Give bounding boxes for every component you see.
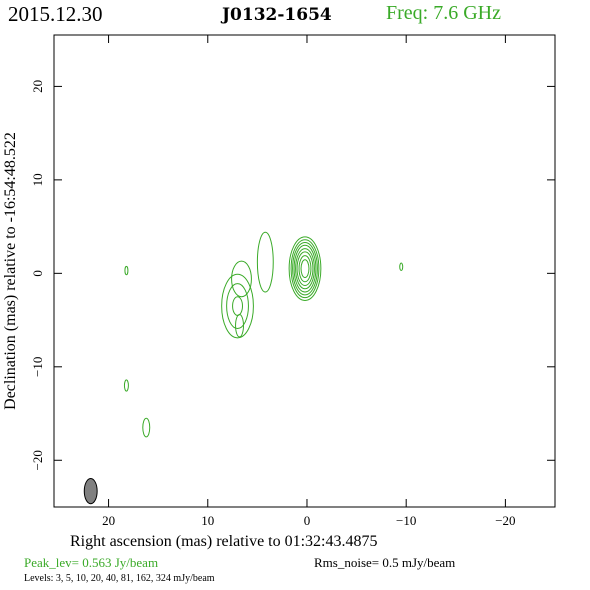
noise-contour bbox=[124, 265, 129, 276]
jet-contour bbox=[256, 231, 274, 293]
rms-noise: Rms_noise= 0.5 mJy/beam bbox=[314, 555, 456, 570]
jet-contour bbox=[231, 260, 252, 298]
y-tick-label: −20 bbox=[30, 450, 45, 470]
x-tick-label: −10 bbox=[396, 513, 416, 528]
source-name: J0132-1654 bbox=[222, 5, 332, 25]
y-tick-label: 0 bbox=[30, 270, 45, 277]
observation-date: 2015.12.30 bbox=[8, 2, 103, 26]
beam-ellipse bbox=[83, 477, 98, 505]
y-tick-label: 20 bbox=[30, 80, 45, 93]
jet-contour bbox=[221, 273, 254, 339]
tick-layer: 20 10 0 −10 −20 20 10 0 −10 −20 bbox=[30, 35, 555, 528]
jet-contour bbox=[232, 296, 243, 316]
peak-level: Peak_lev= 0.563 Jy/beam bbox=[24, 555, 159, 570]
noise-contour bbox=[123, 379, 129, 392]
x-tick-label: 0 bbox=[304, 513, 311, 528]
contour-levels: Levels: 3, 5, 10, 20, 40, 81, 162, 324 m… bbox=[24, 573, 215, 584]
plot-frame bbox=[53, 34, 556, 508]
noise-contour bbox=[142, 417, 151, 438]
core-contour bbox=[293, 244, 317, 293]
contour-layer bbox=[123, 231, 404, 438]
noise-contour bbox=[399, 262, 404, 272]
jet-contour bbox=[235, 313, 244, 338]
x-tick-label: −20 bbox=[495, 513, 515, 528]
core-contour bbox=[288, 236, 322, 301]
y-tick-label: 10 bbox=[30, 173, 45, 186]
core-contour bbox=[292, 241, 318, 296]
core-contour bbox=[296, 251, 314, 286]
x-tick-label: 20 bbox=[102, 513, 115, 528]
core-contour bbox=[300, 259, 310, 279]
x-axis-label: Right ascension (mas) relative to 01:32:… bbox=[70, 533, 378, 550]
x-tick-label: 10 bbox=[201, 513, 214, 528]
y-axis-label: Declination (mas) relative to -16:54:48.… bbox=[2, 132, 19, 410]
frequency-label: Freq: 7.6 GHz bbox=[386, 2, 501, 24]
core-contour bbox=[295, 248, 315, 290]
core-contour bbox=[298, 255, 312, 283]
jet-contour bbox=[226, 283, 249, 329]
beam-layer bbox=[83, 477, 98, 505]
y-tick-label: −10 bbox=[30, 357, 45, 377]
core-contour bbox=[290, 239, 320, 299]
